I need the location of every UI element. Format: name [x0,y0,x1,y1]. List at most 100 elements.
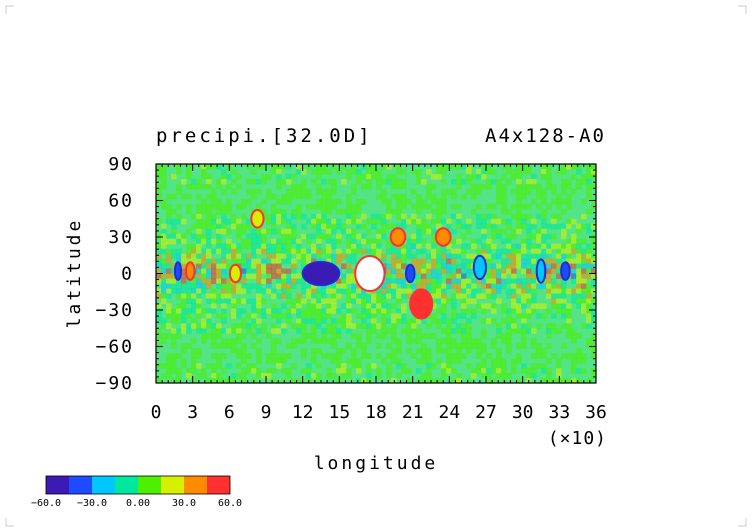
field-cell [331,333,337,339]
field-cell [586,273,592,280]
field-cell [406,253,412,260]
field-cell [346,318,352,324]
field-cell [411,238,417,245]
field-cell [431,183,437,190]
field-cell [426,288,432,295]
field-cell [351,273,357,280]
field-cell [286,353,292,359]
field-cell [271,348,277,354]
field-cell [316,164,322,170]
field-cell [201,368,207,374]
field-cell [531,273,537,280]
field-cell [361,308,367,314]
field-cell [261,173,267,180]
field-cell [331,243,337,250]
field-cell [521,368,527,374]
field-cell [236,333,242,339]
field-cell [171,338,177,344]
field-cell [556,203,562,210]
field-cell [211,378,217,383]
field-cell [356,243,362,250]
field-cell [376,368,382,374]
field-cell [481,283,487,290]
field-cell [491,303,497,309]
field-cell [266,193,272,200]
field-cell [181,313,187,319]
field-cell [196,268,202,275]
field-cell [286,228,292,235]
field-cell [156,303,162,309]
field-cell [216,273,222,280]
field-cell [446,363,452,369]
field-cell [301,348,307,354]
field-cell [291,248,297,255]
field-cell [181,218,187,225]
field-cell [361,213,367,220]
field-cell [416,203,422,210]
field-cell [401,213,407,220]
field-cell [466,288,472,295]
field-cell [246,328,252,334]
field-cell [276,313,282,319]
field-cell [571,238,577,245]
field-cell [321,188,327,195]
field-cell [556,243,562,250]
field-cell [591,183,596,190]
field-cell [291,188,297,195]
field-cell [376,183,382,190]
field-cell [201,248,207,255]
field-cell [251,263,257,270]
field-cell [191,298,197,304]
x-tick-label: 36 [585,402,607,423]
field-cell [546,358,552,364]
field-cell [591,353,596,359]
field-cell [306,318,312,324]
field-cell [516,278,522,285]
field-cell [256,303,262,309]
field-cell [351,358,357,364]
field-cell [271,253,277,260]
field-cell [591,278,596,285]
field-cell [296,193,302,200]
field-cell [426,278,432,285]
field-cell [211,188,217,195]
field-cell [516,353,522,359]
field-cell [236,338,242,344]
field-cell [451,293,457,299]
field-cell [311,338,317,344]
field-cell [386,213,392,220]
field-cell [566,308,572,314]
field-cell [381,188,387,195]
field-cell [326,218,332,225]
field-cell [521,263,527,270]
field-cell [196,328,202,334]
field-cell [331,283,337,290]
field-cell [271,203,277,210]
field-cell [401,273,407,280]
field-cell [501,303,507,309]
field-cell [411,338,417,344]
field-cell [361,348,367,354]
field-cell [541,223,547,230]
field-cell [551,268,557,275]
field-cell [441,328,447,334]
field-cell [366,333,372,339]
field-cell [396,313,402,319]
field-cell [491,203,497,210]
field-cell [501,368,507,374]
field-cell [306,303,312,309]
field-cell [371,218,377,225]
field-cell [231,348,237,354]
field-cell [226,273,232,280]
field-cell [156,343,162,349]
contour-feature [434,227,452,247]
field-cell [426,253,432,260]
field-cell [496,278,502,285]
field-cell [571,218,577,225]
field-cell [561,164,567,170]
field-cell [311,168,317,175]
field-cell [201,218,207,225]
field-cell [471,308,477,314]
field-cell [171,333,177,339]
field-cell [301,188,307,195]
